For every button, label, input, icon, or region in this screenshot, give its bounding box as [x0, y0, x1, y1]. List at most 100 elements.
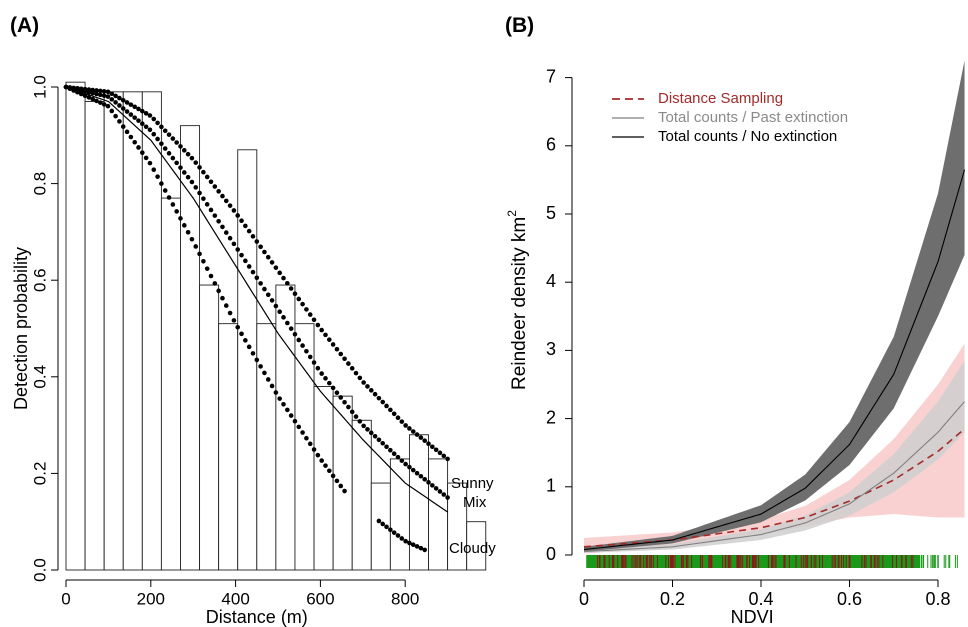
- curve-point-sunny: [365, 384, 370, 389]
- curve-point-mix: [357, 419, 363, 424]
- curve-point-mix: [395, 454, 401, 460]
- curve-point-sunny: [292, 291, 298, 297]
- curve-point-mix: [376, 437, 382, 443]
- legend-label: Total counts / Past extinction: [658, 109, 848, 126]
- histogram-bar: [84, 101, 105, 571]
- curve-point-cloudy: [277, 396, 282, 401]
- curve-point-mix: [90, 90, 96, 96]
- curve-point-mix: [147, 127, 153, 133]
- curve-point-cloudy: [342, 488, 347, 494]
- curve-point-cloudy: [376, 518, 382, 524]
- x-tick-label: 200: [137, 589, 165, 608]
- curve-point-cloudy: [380, 521, 386, 527]
- curve-point-sunny: [376, 395, 382, 401]
- curve-point-cloudy: [273, 390, 279, 395]
- confidence-band: [584, 60, 965, 552]
- curve-point-mix: [101, 93, 107, 98]
- curve-point-sunny: [391, 411, 397, 417]
- curve-point-cloudy: [109, 108, 115, 114]
- curve-point-mix: [201, 196, 206, 201]
- curve-point-mix: [140, 121, 145, 127]
- curve-point-mix: [368, 430, 374, 436]
- curve-point-sunny: [281, 275, 286, 281]
- curve-point-cloudy: [227, 310, 233, 316]
- ndvi-rug: [586, 555, 958, 568]
- curve-point-cloudy: [159, 181, 164, 186]
- curve-point-cloudy: [384, 524, 389, 530]
- curve-point-sunny: [216, 189, 221, 194]
- legend: Distance Sampling Total counts / Past ext…: [612, 90, 848, 145]
- y-tick-label: 3: [546, 339, 556, 359]
- curve-point-sunny: [140, 108, 145, 114]
- curve-point-cloudy: [315, 452, 321, 458]
- curve-point-mix: [189, 179, 195, 185]
- curve-point-sunny: [315, 322, 321, 328]
- curve-point-cloudy: [197, 251, 202, 257]
- curve-point-cloudy: [204, 266, 210, 271]
- curve-point-cloudy: [216, 288, 221, 294]
- curve-point-mix: [204, 202, 210, 207]
- histogram-bar: [332, 395, 353, 571]
- curve-point-sunny: [422, 438, 428, 443]
- curve-point-mix: [265, 292, 271, 298]
- curve-point-sunny: [117, 95, 122, 101]
- y-tick-label: 0.6: [30, 268, 49, 292]
- curve-point-mix: [109, 97, 115, 102]
- histogram-bar: [103, 91, 124, 571]
- curve-point-mix: [178, 165, 183, 170]
- curve-point-sunny: [300, 301, 305, 307]
- curve-point-cloudy: [334, 478, 340, 484]
- curve-point-sunny: [143, 111, 149, 116]
- curve-point-cloudy: [90, 96, 96, 102]
- curve-point-mix: [426, 480, 431, 485]
- curve-point-mix: [220, 224, 225, 230]
- curve-point-cloudy: [281, 401, 286, 407]
- curve-point-sunny: [311, 317, 317, 323]
- curve-point-cloudy: [94, 98, 99, 104]
- curve-point-mix: [410, 467, 416, 473]
- curve-point-mix: [437, 489, 443, 494]
- x-tick-label: 0.8: [925, 589, 950, 609]
- curve-point-sunny: [262, 249, 267, 255]
- curve-point-mix: [86, 89, 92, 95]
- curve-point-cloudy: [391, 530, 397, 535]
- curve-point-mix: [349, 409, 355, 415]
- curve-point-mix: [94, 91, 99, 97]
- curve-point-cloudy: [105, 103, 111, 109]
- curve-point-sunny: [327, 337, 332, 342]
- curve-point-sunny: [132, 104, 137, 110]
- curve-point-cloudy: [258, 364, 263, 369]
- curve-point-sunny: [239, 218, 244, 223]
- curve-point-mix: [353, 414, 359, 419]
- curve-point-sunny: [418, 435, 424, 440]
- curve-point-sunny: [342, 356, 347, 362]
- curve-point-mix: [159, 141, 164, 147]
- curve-point-mix: [273, 303, 279, 309]
- curve-point-mix: [281, 315, 286, 320]
- histogram-bar: [237, 149, 258, 571]
- curve-point-sunny: [155, 120, 160, 126]
- curve-point-mix: [193, 185, 199, 190]
- curve-point-mix: [216, 218, 221, 224]
- curve-point-mix: [399, 458, 405, 463]
- curve-point-mix: [98, 92, 103, 98]
- curve-point-cloudy: [239, 331, 244, 337]
- curve-point-cloudy: [86, 95, 92, 100]
- curve-point-cloudy: [124, 129, 130, 135]
- curve-point-mix: [414, 470, 420, 476]
- curve-point-sunny: [128, 102, 134, 107]
- y-tick-label: 0.8: [30, 172, 49, 196]
- curve-point-mix: [254, 275, 260, 281]
- curve-point-sunny: [384, 403, 389, 409]
- curve-point-sunny: [220, 193, 225, 199]
- curve-point-sunny: [94, 88, 99, 93]
- curve-point-mix: [338, 395, 344, 400]
- curve-point-sunny: [147, 113, 153, 118]
- curve-point-mix: [120, 106, 126, 111]
- y-axis-label-text: Reindeer density km: [509, 217, 530, 390]
- curve-point-sunny: [395, 415, 401, 421]
- curve-point-cloudy: [212, 281, 218, 286]
- series-line: [583, 169, 966, 551]
- curve-point-mix: [243, 258, 248, 264]
- y-tick-label: 0: [546, 544, 556, 564]
